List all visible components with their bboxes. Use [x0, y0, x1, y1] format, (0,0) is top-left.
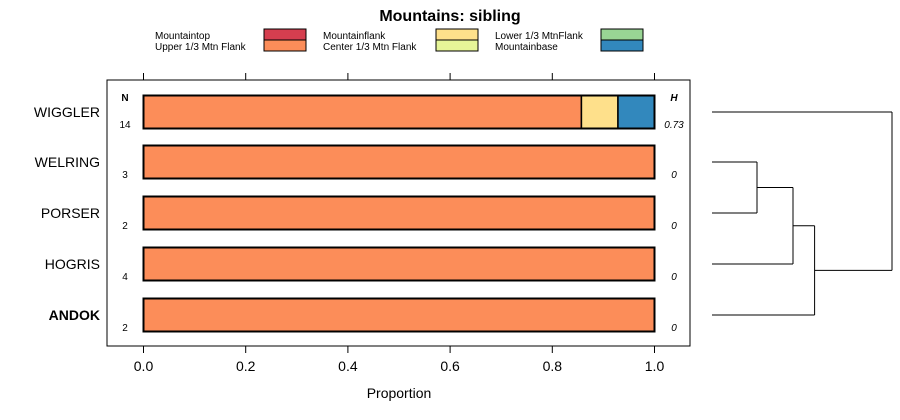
legend-label: Lower 1/3 MtnFlank: [495, 31, 584, 42]
bar-segment: [142, 144, 656, 180]
h-value: 0: [671, 272, 677, 283]
row-label: WIGGLER: [34, 104, 100, 120]
legend-swatch: [263, 28, 307, 41]
bar-outline: [142, 144, 656, 180]
dendrogram: [712, 111, 893, 316]
x-tick-label: 1.0: [645, 358, 665, 374]
h-value: 0.73: [664, 120, 684, 131]
x-tick-label: 0.6: [440, 358, 460, 374]
bar-segment: [142, 94, 583, 130]
bar-outline: [142, 195, 656, 231]
top-axis: [143, 73, 655, 80]
legend-swatch: [600, 28, 644, 41]
bar-outline: [142, 246, 656, 282]
x-axis-label: Proportion: [367, 385, 432, 401]
n-value: 3: [122, 170, 128, 181]
x-tick-label: 0.8: [543, 358, 563, 374]
h-column-header: H: [670, 93, 678, 104]
legend-swatch: [600, 39, 644, 52]
n-value: 14: [119, 120, 131, 131]
row-andok: ANDOK 2 0: [49, 297, 677, 334]
row-label: PORSER: [41, 205, 100, 221]
x-tick-label: 0.4: [338, 358, 358, 374]
row-hogris: HOGRIS 4 0: [45, 246, 677, 283]
x-tick-label: 0.2: [236, 358, 256, 374]
legend-label: Mountaintop: [155, 31, 210, 42]
row-label: WELRING: [35, 154, 100, 170]
bar-outline: [142, 297, 656, 333]
n-value: 2: [122, 221, 128, 232]
legend-label: Mountainbase: [495, 42, 558, 53]
row-porser: PORSER 2 0: [41, 195, 677, 232]
legend-label: Center 1/3 Mtn Flank: [323, 42, 417, 53]
bar-outline: [142, 94, 656, 130]
bar-segment: [580, 94, 619, 130]
legend-label: Mountainflank: [323, 31, 386, 42]
bar-segment: [142, 195, 656, 231]
n-column-header: N: [121, 93, 128, 104]
legend-swatch: [435, 28, 479, 41]
bar-segment: [142, 297, 656, 333]
h-value: 0: [671, 221, 677, 232]
bar-segment: [142, 246, 656, 282]
row-welring: WELRING 3 0: [35, 144, 677, 181]
x-tick-label: 0.0: [134, 358, 154, 374]
legend-swatch: [435, 39, 479, 52]
chart-title: Mountains: sibling: [379, 8, 520, 25]
h-value: 0: [671, 323, 677, 334]
row-label: HOGRIS: [45, 256, 100, 272]
bar-segment: [617, 94, 656, 130]
h-value: 0: [671, 170, 677, 181]
legend-label: Upper 1/3 Mtn Flank: [155, 42, 247, 53]
row-label: ANDOK: [49, 307, 100, 323]
row-wiggler: WIGGLER 14 0.73: [34, 94, 684, 131]
legend-swatch: [263, 39, 307, 52]
n-value: 4: [122, 272, 128, 283]
plot-frame: [106, 79, 691, 347]
n-value: 2: [122, 323, 128, 334]
bottom-axis: 0.0 0.2 0.4 0.6 0.8 1.0: [134, 346, 665, 374]
